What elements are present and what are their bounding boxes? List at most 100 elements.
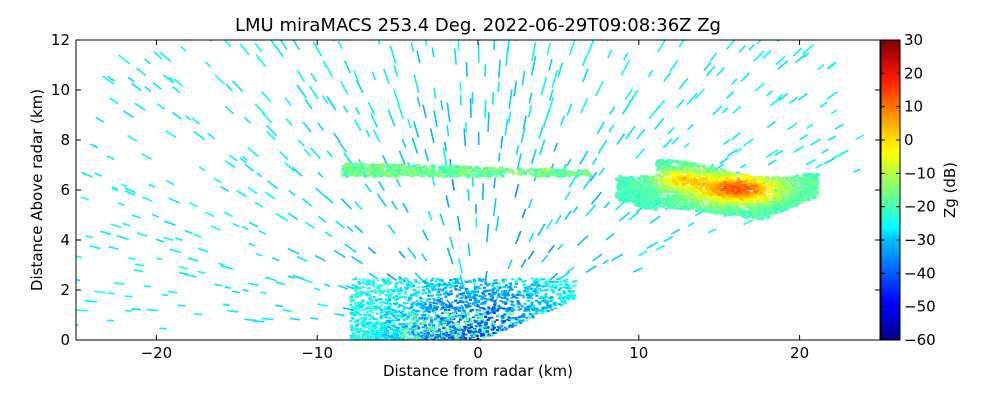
clutter-cell (363, 318, 367, 321)
clutter-cell (429, 284, 433, 287)
clutter-cell (483, 297, 487, 300)
cloud-cell (677, 194, 682, 198)
clutter-cell (448, 324, 452, 327)
clutter-cell (478, 279, 482, 282)
clutter-cell (351, 317, 355, 320)
clutter-cell (372, 295, 376, 298)
noise-streak (128, 257, 136, 261)
noise-streak (769, 96, 782, 107)
clutter-cell (439, 297, 443, 300)
clutter-cell (387, 331, 391, 334)
noise-streak (487, 112, 490, 132)
noise-streak (528, 232, 535, 243)
cloud-cell (619, 191, 624, 195)
cloud-cell (735, 185, 740, 189)
clutter-cell (451, 281, 455, 284)
clutter-cell (436, 316, 440, 319)
clutter-cell (475, 308, 479, 311)
clutter-cell (368, 325, 372, 328)
cloud-cell (349, 172, 354, 176)
cloud-cell (671, 159, 676, 163)
cloud-cell (647, 178, 652, 182)
cloud-cell (574, 173, 579, 177)
clutter-cell (513, 285, 517, 288)
cloud-cell (353, 166, 358, 170)
cloud-cell (446, 173, 451, 177)
cloud-cell (810, 195, 815, 199)
clutter-cell (354, 277, 358, 280)
clutter-cell (361, 335, 365, 338)
clutter-cell (570, 292, 574, 295)
clutter-cell (423, 324, 427, 327)
clutter-cell (457, 337, 461, 340)
clutter-cell (541, 295, 545, 298)
cloud-cell (635, 192, 640, 196)
noise-streak (413, 74, 420, 94)
noise-streak (703, 61, 712, 72)
noise-streak (125, 309, 133, 312)
clutter-cell (480, 318, 484, 321)
clutter-cell (376, 279, 380, 282)
clutter-cell (355, 320, 359, 323)
clutter-cell (415, 331, 419, 334)
clutter-cell (467, 302, 471, 305)
noise-streak (433, 87, 437, 99)
clutter-cell (504, 302, 508, 305)
clutter-cell (528, 292, 532, 295)
noise-streak (117, 202, 125, 207)
cloud-cell (455, 172, 460, 176)
clutter-cell (361, 317, 365, 320)
clutter-cell (504, 326, 508, 329)
cloud-cell (421, 173, 426, 177)
clutter-cell (480, 320, 484, 323)
noise-streak (528, 92, 533, 104)
clutter-cell (532, 293, 536, 296)
clutter-cell (391, 325, 395, 328)
cloud-cell (739, 184, 744, 188)
cloud-cell (543, 174, 548, 178)
clutter-cell (434, 336, 438, 339)
clutter-cell (541, 306, 545, 309)
noise-streak (814, 25, 819, 30)
clutter-cell (395, 281, 399, 284)
clutter-cell (461, 301, 465, 304)
noise-streak (491, 91, 495, 105)
noise-streak (342, 306, 355, 312)
clutter-cell (546, 282, 550, 285)
noise-streak (819, 9, 827, 16)
clutter-cell (407, 322, 411, 325)
noise-streak (819, 101, 828, 108)
clutter-cell (436, 296, 440, 299)
clutter-cell (450, 335, 454, 338)
clutter-cell (437, 322, 441, 325)
clutter-cell (403, 291, 407, 294)
clutter-cell (386, 291, 390, 294)
clutter-cell (467, 331, 471, 334)
clutter-cell (501, 278, 505, 281)
clutter-cell (456, 331, 460, 334)
clutter-cell (490, 296, 494, 299)
clutter-cell (405, 336, 409, 339)
cloud-cell (779, 177, 784, 181)
clutter-cell (517, 290, 521, 293)
clutter-cell (427, 298, 431, 301)
clutter-cell (464, 322, 468, 325)
noise-streak (287, 247, 300, 255)
noise-streak (830, 109, 838, 115)
clutter-cell (504, 328, 508, 331)
clutter-cell (503, 315, 507, 318)
cloud-cell (441, 171, 446, 175)
noise-streak (131, 214, 141, 219)
cloud-cell (654, 202, 659, 206)
clutter-cell (472, 297, 476, 300)
clutter-cell (538, 296, 542, 299)
noise-streak (193, 130, 206, 141)
clutter-cell (552, 303, 556, 306)
cloud-cell (723, 175, 728, 179)
cloud-cell (480, 173, 485, 177)
cloud-cell (702, 179, 707, 183)
clutter-cell (467, 325, 471, 328)
noise-streak (354, 201, 363, 211)
clutter-cell (502, 301, 506, 304)
clutter-cell (456, 306, 460, 309)
